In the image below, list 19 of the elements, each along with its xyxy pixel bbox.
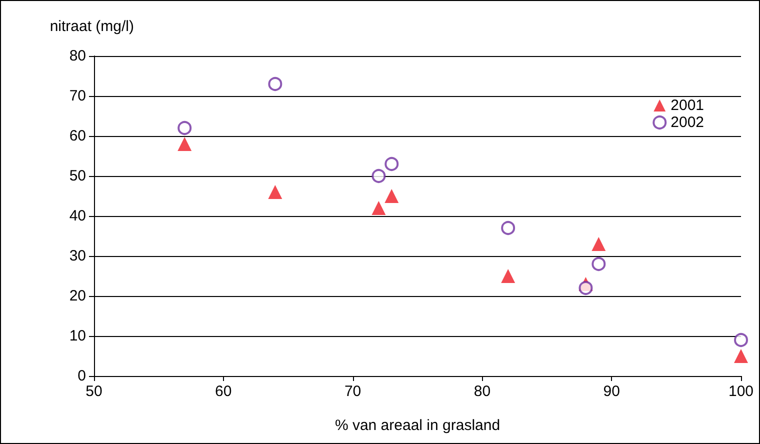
legend-label: 2002 <box>670 114 704 131</box>
y-tick-label: 80 <box>69 48 86 64</box>
y-tick-label: 20 <box>69 288 86 304</box>
y-tick-label: 40 <box>69 208 86 224</box>
x-axis-title: % van areaal in grasland <box>334 417 500 434</box>
x-tick-label: 90 <box>603 383 620 400</box>
x-tick-label: 50 <box>86 383 102 400</box>
legend-label: 2001 <box>670 97 704 114</box>
x-tick-label: 70 <box>344 383 362 400</box>
y-tick-label: 10 <box>69 328 86 344</box>
y-tick-label: 0 <box>78 368 86 384</box>
y-tick-label: 50 <box>69 168 86 184</box>
y-tick-label: 70 <box>69 88 86 104</box>
y-axis-title: nitraat (mg/l) <box>50 18 134 35</box>
x-tick-label: 100 <box>728 383 754 400</box>
x-tick-label: 60 <box>215 383 232 400</box>
y-tick-label: 30 <box>69 248 86 264</box>
y-tick-label: 60 <box>69 128 86 144</box>
x-tick-label: 80 <box>474 383 491 400</box>
